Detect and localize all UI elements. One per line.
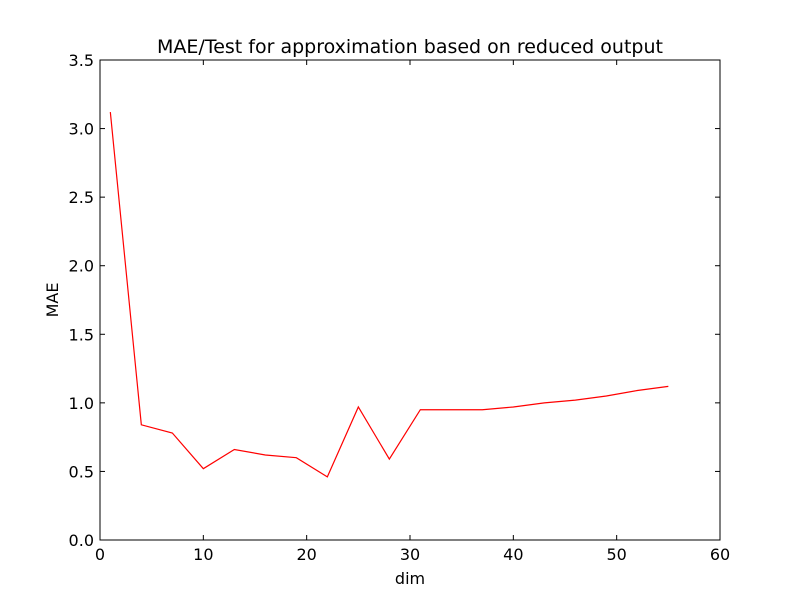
series-layer	[109, 112, 669, 478]
x-tick-label: 20	[296, 545, 316, 564]
y-tick-label: 1.0	[69, 394, 94, 413]
y-tick-label: 1.5	[69, 325, 94, 344]
x-tick-label: 10	[193, 545, 213, 564]
y-tick-label: 3.0	[69, 120, 94, 139]
x-tick-label: 60	[710, 545, 730, 564]
series-line	[109, 112, 669, 478]
x-tick-label: 40	[503, 545, 523, 564]
y-axis-label: MAE	[43, 283, 62, 318]
y-tick-label: 2.5	[69, 188, 94, 207]
y-tick-label: 0.5	[69, 462, 94, 481]
x-tick-label: 50	[606, 545, 626, 564]
y-tick-label: 3.5	[69, 51, 94, 70]
x-tick-label: 30	[400, 545, 420, 564]
axis-ticks: 0 10 20 30 40 50 60 0.0 0.5 1.0 1.5 2.0 2.5 3.0 3.5	[69, 51, 731, 564]
x-tick-label: 0	[95, 545, 105, 564]
x-axis-label: dim	[395, 569, 425, 588]
chart-title: MAE/Test for approximation based on redu…	[157, 36, 663, 58]
y-tick-label: 0.0	[69, 531, 94, 550]
plot-frame	[99, 59, 721, 541]
y-tick-label: 2.0	[69, 257, 94, 276]
